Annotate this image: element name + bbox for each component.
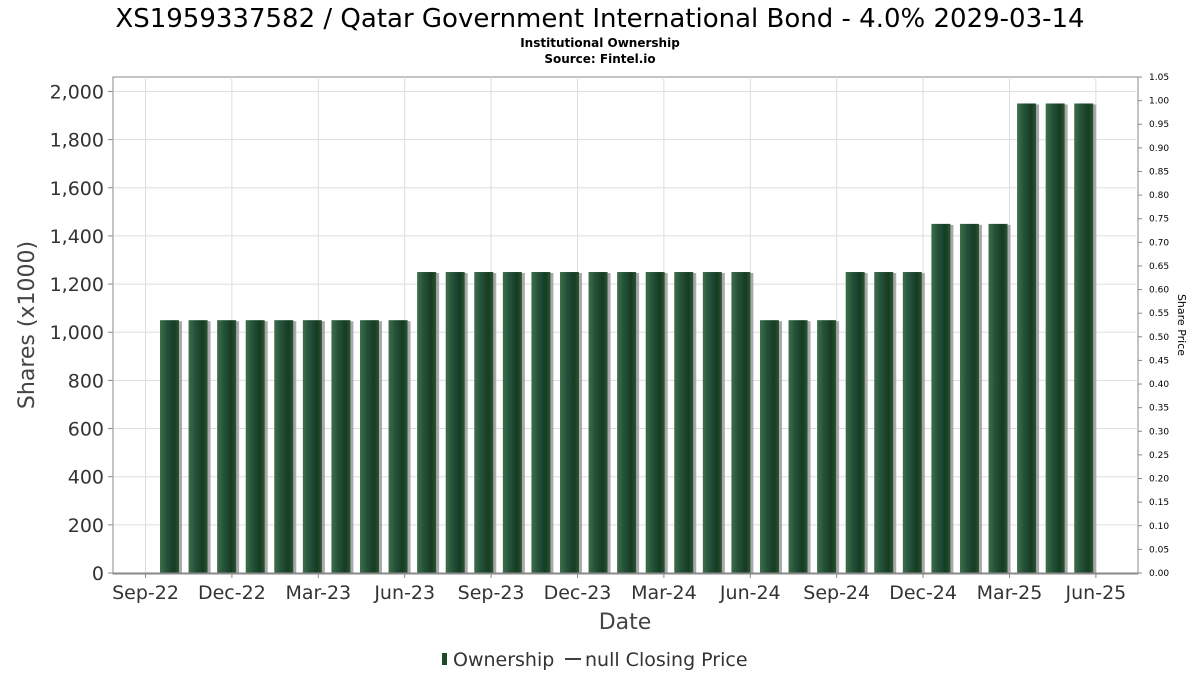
y-tick-label: 1,000 — [50, 322, 104, 344]
bars — [160, 103, 1097, 573]
legend-swatch-ownership — [442, 653, 447, 665]
y-tick-label: 1,200 — [50, 274, 104, 296]
y2-axis-label: Share Price — [1175, 294, 1188, 356]
chart-subtitle: Institutional Ownership — [520, 36, 680, 50]
x-tick-label: Jun-25 — [1065, 582, 1127, 604]
bar — [417, 272, 437, 573]
y2-tick-label: 0.15 — [1149, 498, 1169, 508]
x-tick-label: Jun-24 — [719, 582, 781, 604]
y2-tick-label: 0.75 — [1149, 215, 1169, 225]
bar — [959, 223, 979, 573]
y2-axis: 0.00 0.05 0.10 0.15 0.20 0.25 0.30 0.35 0.40 0.45… — [1138, 73, 1169, 579]
legend-label-ownership: Ownership — [453, 649, 554, 671]
y2-tick-label: 0.45 — [1149, 356, 1169, 366]
y2-tick-label: 0.70 — [1149, 238, 1169, 248]
y-axis-label: Shares (x1000) — [15, 241, 40, 409]
y2-tick-label: 0.65 — [1149, 262, 1169, 272]
x-tick-label: Sep-23 — [458, 582, 525, 604]
x-tick-label: Mar-23 — [285, 582, 351, 604]
bar — [845, 272, 865, 573]
bar — [160, 320, 179, 573]
bar — [788, 320, 808, 573]
bar — [902, 272, 922, 573]
bar — [274, 320, 294, 573]
y-tick-label: 200 — [68, 515, 104, 537]
y-tick-label: 0 — [92, 563, 104, 585]
x-tick-label: Jun-23 — [373, 582, 435, 604]
bar — [874, 272, 894, 573]
bar — [702, 272, 722, 573]
bar — [302, 320, 322, 573]
y2-tick-label: 0.40 — [1149, 380, 1169, 390]
legend: Ownership null Closing Price — [442, 649, 748, 671]
y-tick-label: 2,000 — [50, 81, 104, 103]
y2-tick-label: 0.55 — [1149, 309, 1169, 319]
bar — [931, 223, 951, 573]
bar — [1074, 103, 1094, 573]
y-tick-label: 800 — [68, 370, 104, 392]
y2-tick-label: 0.30 — [1149, 427, 1169, 437]
x-tick-label: Dec-23 — [544, 582, 612, 604]
bar — [1045, 103, 1065, 573]
x-tick-label: Sep-22 — [112, 582, 179, 604]
y2-tick-label: 0.05 — [1149, 545, 1169, 555]
bar — [1017, 103, 1037, 573]
bar — [674, 272, 694, 573]
y2-tick-label: 0.95 — [1149, 120, 1169, 130]
x-tick-label: Mar-24 — [631, 582, 697, 604]
x-tick-label: Dec-24 — [889, 582, 957, 604]
chart-source: Source: Fintel.io — [544, 52, 655, 66]
bar — [217, 320, 237, 573]
y2-tick-label: 0.80 — [1149, 191, 1169, 201]
y2-tick-label: 0.85 — [1149, 167, 1169, 177]
y-tick-label: 400 — [68, 467, 104, 489]
y2-tick-label: 0.00 — [1149, 569, 1169, 579]
x-tick-label: Mar-25 — [977, 582, 1043, 604]
bar — [531, 272, 551, 573]
bar — [559, 272, 579, 573]
x-tick-label: Dec-22 — [198, 582, 266, 604]
bar — [817, 320, 837, 573]
y2-tick-label: 0.10 — [1149, 522, 1169, 532]
bar — [588, 272, 608, 573]
y2-tick-label: 1.00 — [1149, 97, 1169, 107]
legend-label-closing-price: null Closing Price — [585, 649, 748, 671]
bar — [759, 320, 779, 573]
bar — [388, 320, 408, 573]
bar — [617, 272, 637, 573]
bar — [502, 272, 522, 573]
y-tick-label: 1,400 — [50, 226, 104, 248]
y-tick-label: 1,600 — [50, 178, 104, 200]
bar — [245, 320, 265, 573]
chart-title: XS1959337582 / Qatar Government Internat… — [115, 4, 1084, 34]
bar — [359, 320, 379, 573]
bar — [331, 320, 351, 573]
bar — [988, 223, 1008, 573]
bar — [731, 272, 751, 573]
bar — [645, 272, 665, 573]
y2-tick-label: 0.25 — [1149, 451, 1169, 461]
y2-tick-label: 0.60 — [1149, 286, 1169, 296]
y2-tick-label: 0.90 — [1149, 144, 1169, 154]
y2-tick-label: 0.20 — [1149, 475, 1169, 485]
y-tick-label: 1,800 — [50, 130, 104, 152]
bar — [474, 272, 494, 573]
y2-tick-label: 0.35 — [1149, 404, 1169, 414]
y-tick-label: 600 — [68, 419, 104, 441]
y2-tick-label: 1.05 — [1149, 73, 1169, 83]
x-axis: Sep-22 Dec-22 Mar-23 Jun-23 Sep-23 Dec-23 Mar-… — [112, 572, 1138, 604]
x-axis-label: Date — [599, 610, 652, 635]
x-tick-label: Sep-24 — [803, 582, 870, 604]
y-axis: 0 200 400 600 800 1,000 1,200 1,400 1,600 1,800 2,… — [50, 81, 113, 585]
y2-tick-label: 0.50 — [1149, 333, 1169, 343]
bar — [188, 320, 208, 573]
bar — [445, 272, 465, 573]
